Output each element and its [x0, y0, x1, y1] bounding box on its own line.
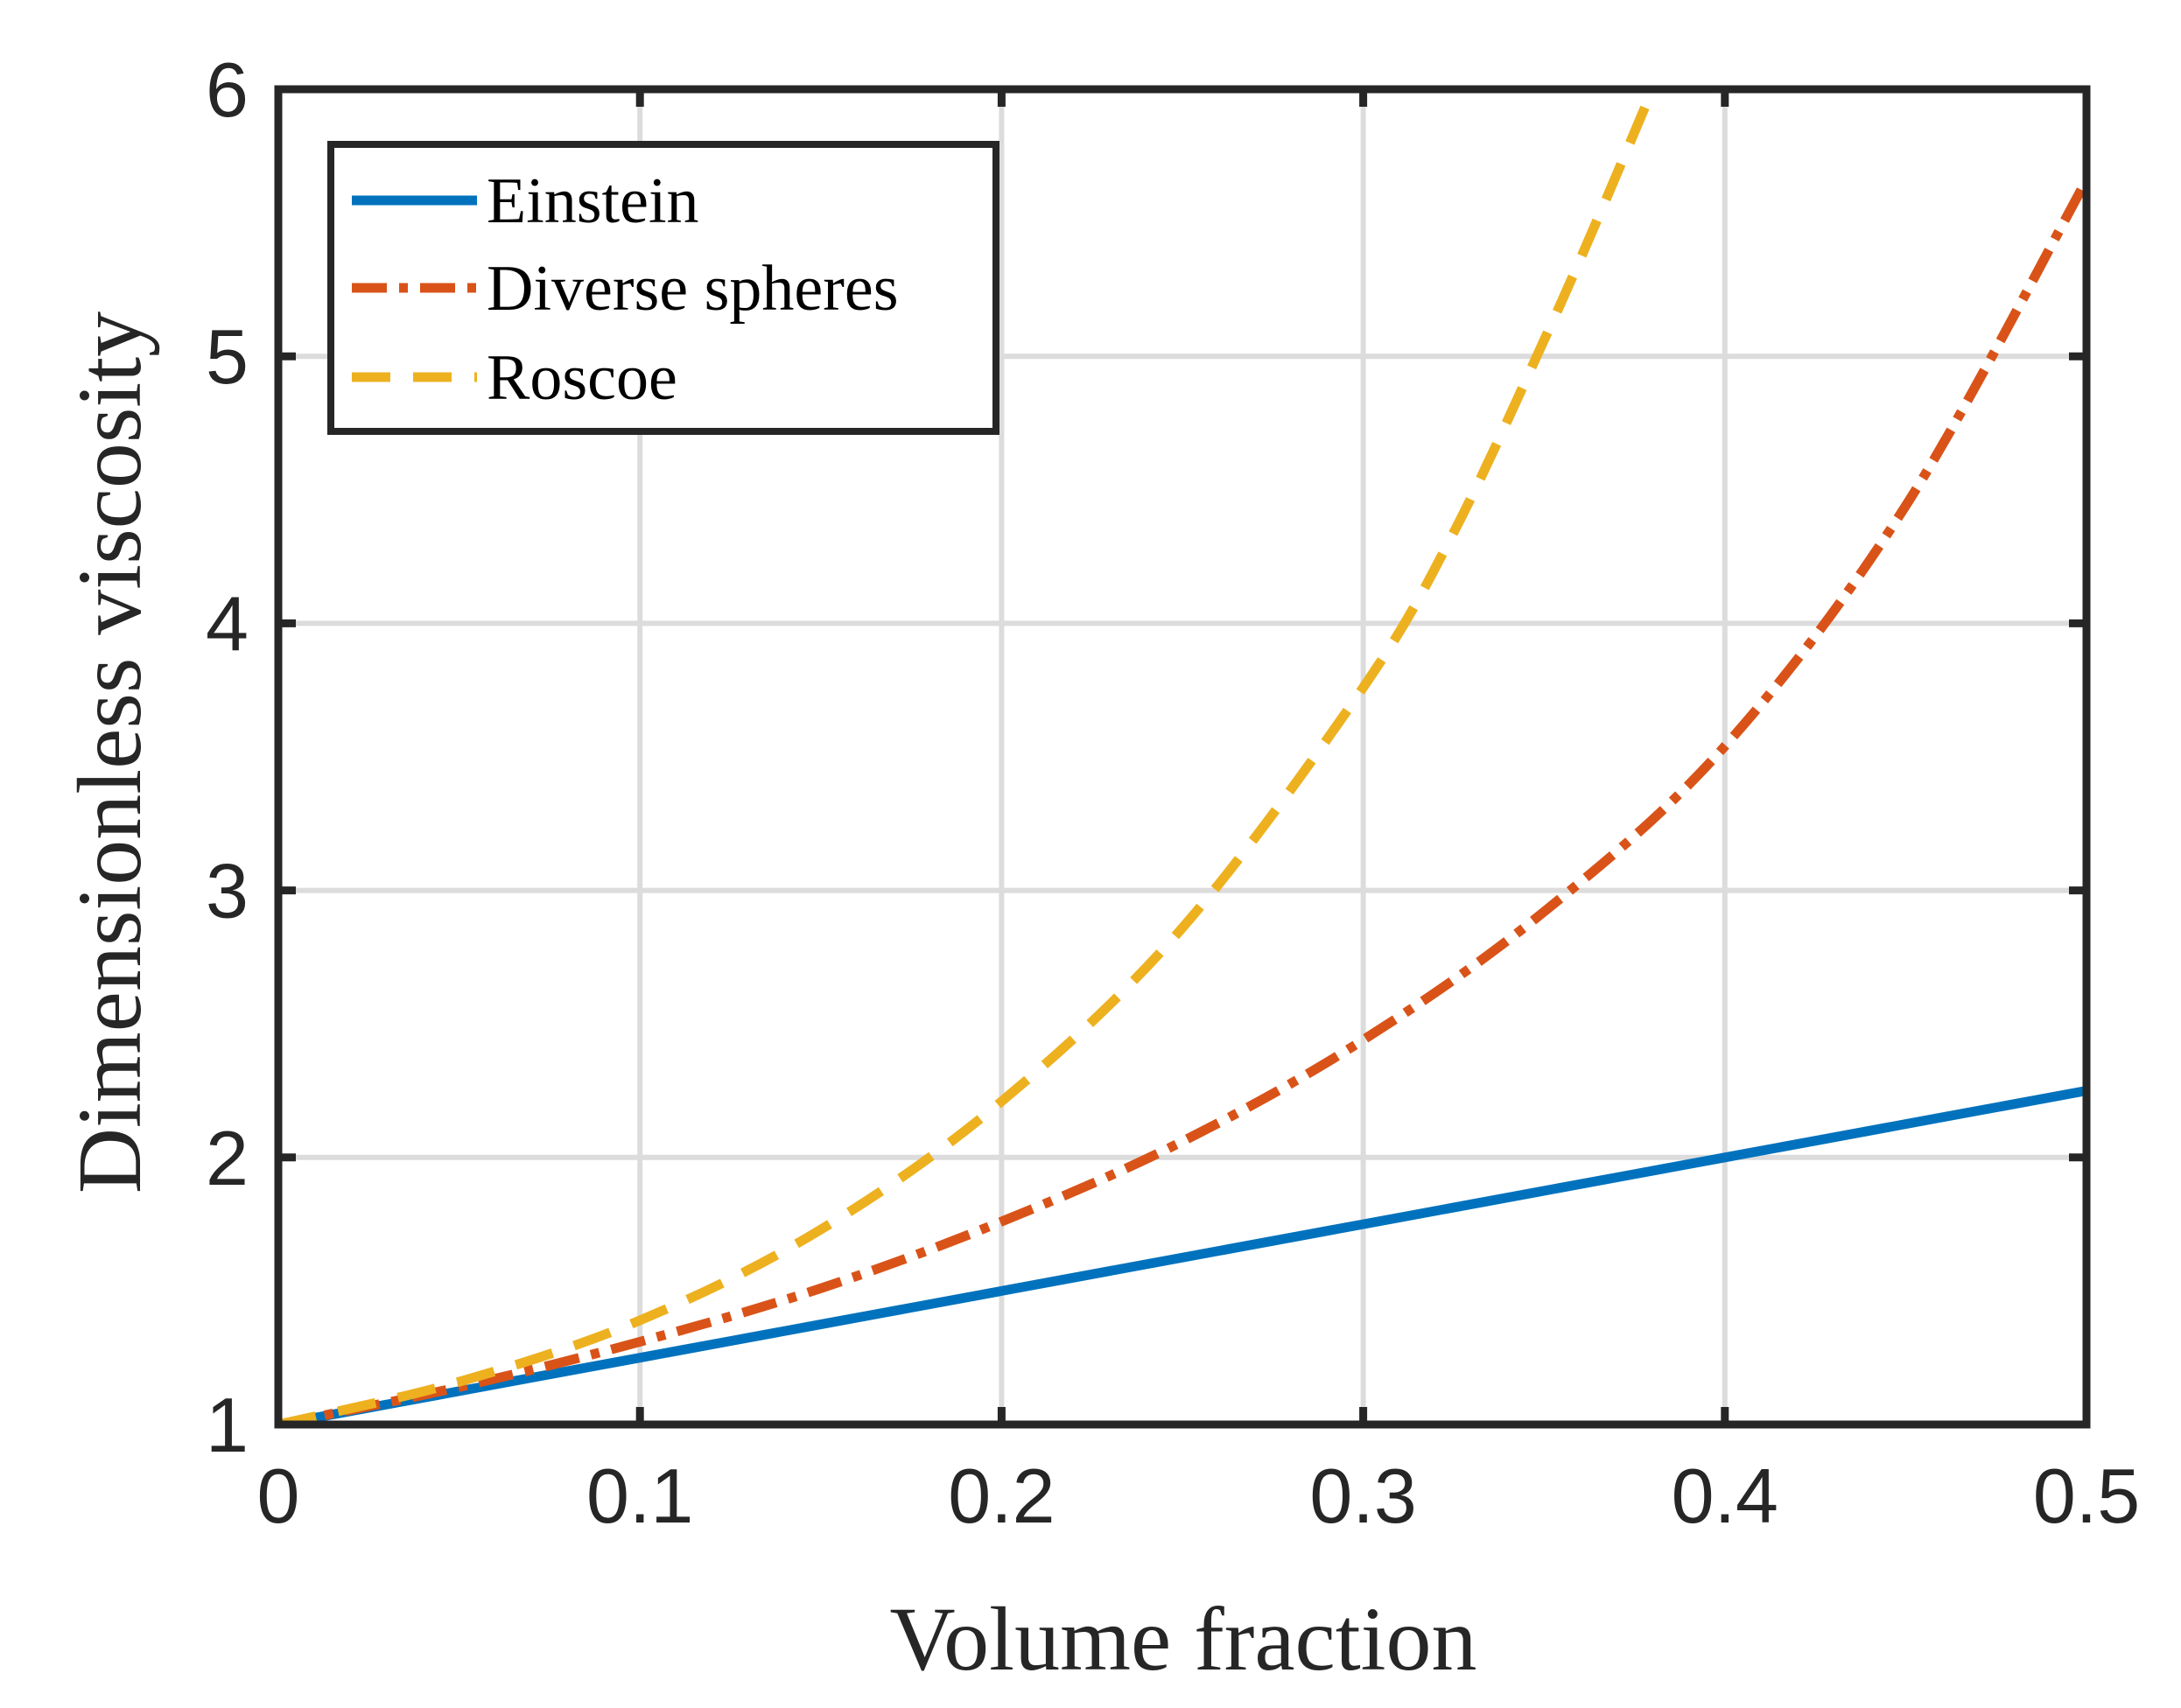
x-tick-label: 0.1	[586, 1452, 693, 1539]
tick-labels: 0 0.1 0.2 0.3 0.4 0.5 1 2 3 4 5 6	[206, 46, 2140, 1539]
x-tick-label: 0.3	[1309, 1452, 1416, 1539]
y-tick-label: 3	[206, 848, 249, 934]
y-tick-label: 1	[206, 1382, 249, 1468]
legend-label-roscoe: Roscoe	[487, 342, 677, 414]
axes	[274, 85, 2091, 1429]
x-tick-label: 0	[257, 1452, 300, 1539]
legend-label-einstein: Einstein	[487, 165, 699, 237]
legend[interactable]: Einstein Diverse spheres Roscoe	[327, 141, 999, 435]
x-tick-label: 0.2	[948, 1452, 1055, 1539]
series-line-einstein	[278, 1086, 2086, 1424]
legend-label-diverse-spheres: Diverse spheres	[487, 253, 899, 325]
legend-entry-einstein[interactable]: Einstein	[352, 165, 699, 237]
y-axis-title: Dimensionless viscosity	[60, 312, 160, 1194]
plot-frame	[274, 85, 2091, 1429]
y-tick-label: 6	[206, 46, 249, 133]
x-axis-title: Volume fraction	[889, 1589, 1476, 1690]
plot-lines	[278, 89, 2086, 1424]
x-tick-label: 0.5	[2033, 1452, 2140, 1539]
y-tick-label: 2	[206, 1115, 249, 1201]
series-line-roscoe	[278, 89, 1658, 1424]
legend-entry-roscoe[interactable]: Roscoe	[352, 342, 677, 414]
grid	[278, 89, 2086, 1424]
series-line-diverse-spheres	[278, 178, 2086, 1424]
legend-entry-diverse-spheres[interactable]: Diverse spheres	[352, 253, 899, 325]
x-tick-label: 0.4	[1672, 1452, 1778, 1539]
y-tick-label: 4	[206, 580, 249, 667]
y-tick-label: 5	[206, 313, 249, 400]
